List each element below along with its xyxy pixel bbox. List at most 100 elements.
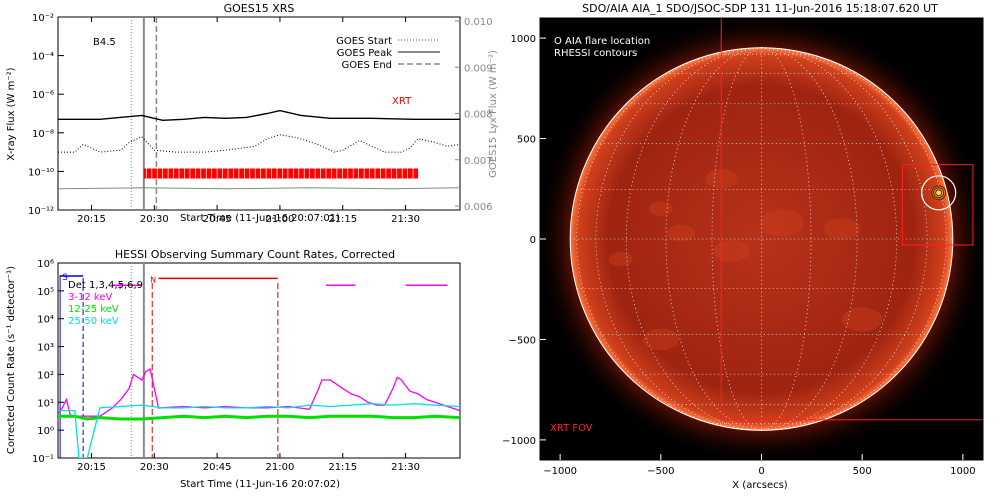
hessi-flag-n: N — [150, 275, 156, 284]
goes-series-lyx — [58, 187, 460, 190]
goes-y-tick-label: 10⁻¹² — [28, 206, 54, 217]
xrt-fov-box — [720, 18, 983, 421]
goes-y-tick-label: 10⁻² — [32, 13, 54, 24]
hessi-series-25-50-keV — [58, 403, 460, 458]
hessi-x-tick-label: 21:30 — [391, 462, 420, 473]
hessi-y-tick-label: 10³ — [37, 343, 54, 354]
aia-x-axis: −1000 −500 0 500 1000 — [543, 454, 976, 477]
hessi-y-tick-label: 10⁶ — [37, 259, 54, 270]
goes-x-tick-label: 20:15 — [77, 214, 106, 225]
aia-y-tick-label: −1000 — [502, 436, 536, 447]
hessi-y-tick-label: 10¹ — [37, 398, 54, 409]
hessi-y-label: Corrected Count Rate (s⁻¹ detector⁻¹) — [6, 266, 17, 454]
flare-zoom-box — [901, 164, 974, 246]
aia-legend-label: RHESSI contours — [554, 48, 637, 59]
active-region-glow — [842, 307, 883, 332]
hessi-y-tick-label: 10⁰ — [37, 426, 54, 437]
hessi-series-3-12-keV — [58, 367, 460, 417]
flare-bright-kernel — [929, 183, 948, 202]
hessi-plot-area: SFN — [58, 263, 460, 458]
goes-x-tick-label: 21:00 — [266, 214, 295, 225]
aia-image — [540, 18, 983, 460]
hessi-x-axis: 20:15 20:30 20:45 21:00 21:15 21:30 — [77, 453, 420, 473]
hessi-legend-label: 12-25 keV — [68, 304, 119, 315]
hessi-flag-s: S — [62, 273, 68, 283]
active-region-glow — [666, 224, 696, 242]
goes-y-tick-label: 10⁻⁸ — [32, 129, 54, 140]
hessi-y-tick-label: 10² — [37, 370, 54, 381]
hessi-y-tick-label: 10⁵ — [37, 287, 54, 298]
active-region-glow — [713, 240, 750, 262]
rhessi-contour — [935, 189, 943, 197]
goes-x-axis: 20:15 20:30 20:45 21:00 21:15 21:30 — [77, 17, 420, 225]
goes-series-long — [58, 109, 460, 122]
rhessi-contour — [931, 185, 947, 201]
goes-panel: GOES15 XRS 20:15 20:30 20:45 21:00 21:15 21:3… — [6, 2, 499, 225]
longitude-line — [761, 47, 898, 431]
hessi-legend-label: Det 1,3,4,5,6,9 — [68, 280, 143, 291]
goes-legend-label: GOES Start — [336, 36, 392, 47]
aia-flare-location-circle — [921, 175, 957, 211]
goes-legend-label: GOES End — [342, 60, 392, 71]
rhessi-contour — [933, 187, 945, 199]
solar-disk — [570, 47, 953, 431]
solar-limb — [569, 47, 954, 431]
goes-y-axis: 10⁻² 10⁻⁴ 10⁻⁶ 10⁻⁸ 10⁻¹⁰ 10⁻¹² — [28, 13, 64, 217]
hessi-x-label: Start Time (11-Jun-16 20:07:02) — [180, 479, 340, 490]
goes-y2-tick-label: 0.009 — [464, 63, 493, 74]
longitude-line — [761, 47, 947, 431]
goes-y-label: X-ray Flux (W m⁻²) — [6, 67, 17, 160]
hessi-flag-f: F — [119, 282, 124, 292]
aia-y-axis: 1000 500 0 −500 −1000 — [502, 34, 546, 447]
hessi-y-tick-label: 10⁴ — [37, 315, 54, 326]
goes-x-tick-label: 21:15 — [328, 214, 357, 225]
hessi-legend-label: 3-12 keV — [68, 292, 112, 303]
goes-y2-tick-label: 0.007 — [464, 156, 493, 167]
xrt-coverage-gaps — [146, 168, 414, 179]
active-region-glow — [759, 209, 804, 237]
hessi-title: HESSI Observing Summary Count Rates, Cor… — [115, 248, 395, 261]
goes-legend-label: GOES Peak — [337, 48, 392, 59]
active-region-glow — [642, 328, 679, 351]
goes-x-tick-label: 21:30 — [391, 214, 420, 225]
aia-legend-label: O AIA flare location — [554, 36, 650, 47]
goes-y2-label: GOES15 Lyx Flux (W m⁻²) — [488, 50, 499, 178]
aia-y-tick-label: −500 — [509, 335, 536, 346]
goes-y2-tick-label: 0.010 — [464, 17, 493, 28]
hessi-legend-label: 25-50 keV — [68, 316, 119, 327]
hessi-panel: HESSI Observing Summary Count Rates, Cor… — [6, 248, 461, 490]
hessi-x-tick-label: 20:30 — [140, 462, 169, 473]
hessi-x-tick-label: 20:15 — [77, 462, 106, 473]
hessi-x-tick-label: 21:00 — [266, 462, 295, 473]
active-region-glow — [608, 251, 633, 267]
longitude-line — [761, 47, 928, 431]
aia-x-tick-label: 1000 — [950, 466, 975, 477]
aia-y-tick-label: 0 — [530, 235, 536, 246]
aia-x-tick-label: 500 — [853, 466, 872, 477]
goes-x-label: Start Time (11-Jun-16 20:07:01) — [180, 213, 340, 224]
aia-title: SDO/AIA AIA_1 SDO/JSOC-SDP 131 11-Jun-20… — [582, 2, 938, 15]
longitude-line — [625, 47, 762, 431]
active-region-glow — [823, 218, 861, 240]
goes-y2-tick-label: 0.008 — [464, 110, 493, 121]
xrt-label: XRT — [392, 96, 412, 107]
longitude-line — [576, 47, 762, 431]
goes-y-tick-label: 10⁻⁴ — [32, 52, 54, 63]
aia-x-tick-label: 0 — [758, 466, 764, 477]
hessi-series-12-25-keV — [58, 414, 460, 421]
aia-x-tick-label: −500 — [647, 466, 674, 477]
goes-y-tick-label: 10⁻¹⁰ — [28, 167, 54, 178]
goes-y-tick-label: 10⁻⁶ — [32, 90, 54, 101]
hessi-y-axis: 10⁶ 10⁵ 10⁴ 10³ 10² 10¹ 10⁰ 10⁻¹ — [32, 259, 64, 465]
aia-x-label: X (arcsecs) — [732, 480, 788, 491]
hessi-x-tick-label: 21:15 — [328, 462, 357, 473]
goes-x-tick-label: 20:30 — [140, 214, 169, 225]
goes-x-tick-label: 20:45 — [203, 214, 232, 225]
longitude-line — [595, 47, 762, 431]
goes-y2-tick-label: 0.006 — [464, 202, 493, 213]
